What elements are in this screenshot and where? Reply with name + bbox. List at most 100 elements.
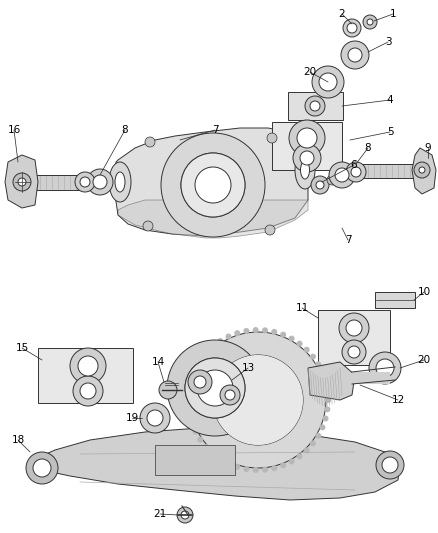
Circle shape: [297, 128, 317, 148]
Text: 6: 6: [351, 160, 357, 170]
Circle shape: [226, 461, 232, 466]
Circle shape: [297, 454, 303, 459]
Circle shape: [93, 175, 107, 189]
Text: 3: 3: [385, 37, 391, 47]
Circle shape: [189, 420, 195, 426]
Circle shape: [189, 374, 195, 380]
Circle shape: [217, 338, 223, 344]
Circle shape: [187, 383, 192, 389]
Circle shape: [339, 313, 369, 343]
Ellipse shape: [300, 161, 310, 179]
Circle shape: [325, 397, 331, 403]
Circle shape: [203, 444, 209, 450]
Circle shape: [305, 96, 325, 116]
Polygon shape: [412, 148, 436, 194]
Circle shape: [181, 153, 245, 217]
Text: 4: 4: [387, 95, 393, 105]
Circle shape: [193, 429, 198, 434]
Circle shape: [225, 390, 235, 400]
Circle shape: [181, 511, 189, 519]
Circle shape: [369, 352, 401, 384]
Circle shape: [300, 151, 314, 165]
Ellipse shape: [109, 162, 131, 202]
Circle shape: [341, 41, 369, 69]
Circle shape: [185, 358, 245, 418]
Circle shape: [80, 383, 96, 399]
Circle shape: [220, 385, 240, 405]
Circle shape: [267, 133, 277, 143]
Circle shape: [289, 336, 295, 342]
Circle shape: [312, 66, 344, 98]
Text: 2: 2: [339, 9, 345, 19]
Circle shape: [289, 120, 325, 156]
Circle shape: [234, 464, 240, 470]
Circle shape: [325, 397, 331, 403]
Circle shape: [167, 340, 263, 436]
Polygon shape: [28, 428, 400, 500]
Circle shape: [75, 172, 95, 192]
Circle shape: [347, 23, 357, 33]
Circle shape: [310, 101, 320, 111]
Circle shape: [181, 153, 245, 217]
Circle shape: [419, 167, 425, 173]
Circle shape: [382, 457, 398, 473]
Circle shape: [187, 411, 192, 417]
Circle shape: [265, 225, 275, 235]
Circle shape: [87, 169, 113, 195]
Ellipse shape: [295, 151, 315, 189]
Circle shape: [253, 327, 259, 333]
Circle shape: [197, 437, 203, 442]
Circle shape: [346, 162, 366, 182]
Text: 21: 21: [153, 509, 166, 519]
Bar: [272, 122, 342, 170]
Text: 16: 16: [7, 125, 21, 135]
Circle shape: [194, 376, 206, 388]
Circle shape: [177, 507, 193, 523]
Circle shape: [319, 370, 325, 376]
Circle shape: [253, 467, 259, 473]
Circle shape: [304, 447, 310, 454]
Circle shape: [319, 73, 337, 91]
Circle shape: [190, 332, 326, 468]
Text: 10: 10: [417, 287, 431, 297]
Circle shape: [185, 358, 245, 418]
Text: 12: 12: [392, 395, 405, 405]
Bar: [38, 348, 133, 403]
Circle shape: [217, 456, 223, 462]
Circle shape: [188, 370, 212, 394]
Text: 19: 19: [125, 413, 138, 423]
Circle shape: [342, 340, 366, 364]
Circle shape: [210, 450, 216, 456]
Circle shape: [145, 137, 155, 147]
Circle shape: [213, 355, 303, 445]
Circle shape: [185, 392, 191, 398]
Text: 20: 20: [417, 355, 431, 365]
Circle shape: [193, 366, 198, 372]
Circle shape: [280, 332, 286, 338]
Circle shape: [311, 176, 329, 194]
Circle shape: [195, 167, 231, 203]
Ellipse shape: [115, 172, 125, 192]
Circle shape: [325, 387, 330, 394]
Text: 13: 13: [241, 363, 254, 373]
Text: 1: 1: [390, 9, 396, 19]
Polygon shape: [5, 155, 38, 208]
Circle shape: [325, 406, 330, 413]
Circle shape: [244, 328, 249, 334]
Circle shape: [13, 173, 31, 191]
Bar: [155, 445, 235, 475]
Circle shape: [335, 168, 349, 182]
Bar: [318, 310, 390, 365]
Circle shape: [343, 19, 361, 37]
Circle shape: [197, 370, 233, 406]
Circle shape: [304, 346, 310, 353]
Circle shape: [140, 403, 170, 433]
Text: 20: 20: [304, 67, 317, 77]
Circle shape: [376, 359, 394, 377]
Circle shape: [322, 378, 328, 384]
Circle shape: [70, 348, 106, 384]
Text: 7: 7: [212, 125, 218, 135]
Circle shape: [329, 162, 355, 188]
Circle shape: [315, 433, 321, 439]
Circle shape: [322, 416, 328, 422]
